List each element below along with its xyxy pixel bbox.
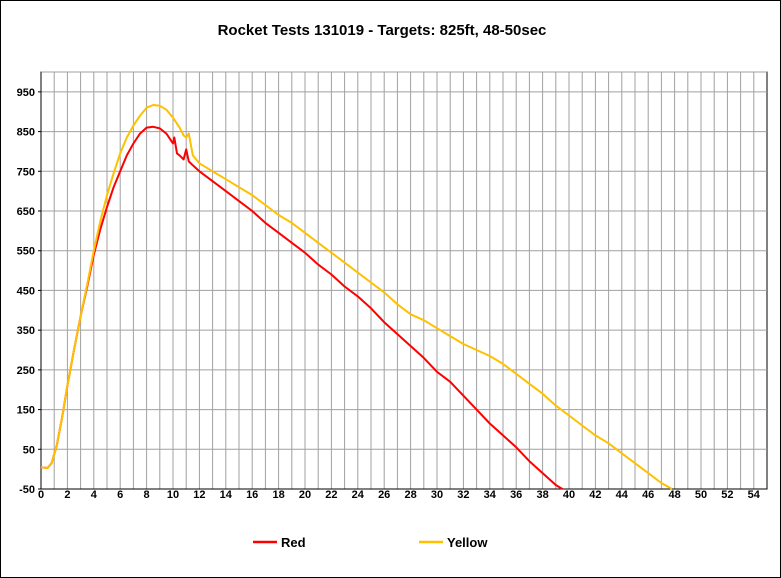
series-line-yellow [40,104,673,490]
y-tick-label: 450 [17,285,35,297]
x-tick-label: 48 [668,489,680,501]
x-tick-label: 2 [64,489,70,501]
y-tick-label: 50 [23,444,35,456]
x-tick-label: 52 [721,489,733,501]
x-tick-label: 0 [38,489,44,501]
legend-label-yellow: Yellow [447,535,488,550]
x-tick-label: 8 [144,489,150,501]
x-tick-label: 14 [220,489,233,501]
x-tick-label: 22 [325,489,337,501]
x-tick-label: 28 [404,489,416,501]
y-tick-label: 850 [17,127,35,139]
x-tick-label: 42 [589,489,601,501]
x-tick-label: 18 [272,489,284,501]
y-tick-label: 350 [17,325,35,337]
series-line-red [40,125,563,490]
y-tick-label: 650 [17,206,35,218]
x-tick-label: 34 [484,489,497,501]
x-tick-label: 38 [536,489,548,501]
x-tick-label: 20 [299,489,311,501]
y-tick-label: 550 [17,246,35,258]
y-tick-label: -50 [19,484,35,496]
x-tick-label: 36 [510,489,522,501]
x-tick-label: 32 [457,489,469,501]
legend: Red Yellow [253,535,488,550]
x-tick-label: 12 [193,489,205,501]
x-tick-label: 40 [563,489,575,501]
x-tick-label: 10 [167,489,179,501]
x-tick-label: 44 [616,489,629,501]
x-tick-label: 4 [91,489,98,501]
legend-label-red: Red [281,535,306,550]
y-tick-label: 750 [17,166,35,178]
x-tick-label: 16 [246,489,258,501]
y-tick-label: 950 [17,87,35,99]
y-tick-label: 250 [17,365,35,377]
chart-title: Rocket Tests 131019 - Targets: 825ft, 48… [218,22,547,39]
x-tick-label: 54 [748,489,761,501]
x-tick-label: 30 [431,489,443,501]
x-tick-label: 6 [117,489,123,501]
y-tick-label: 150 [17,405,35,417]
x-tick-label: 46 [642,489,654,501]
x-tick-label: 50 [695,489,707,501]
plot-background [40,71,768,490]
x-tick-label: 24 [352,489,365,501]
x-tick-label: 26 [378,489,390,501]
